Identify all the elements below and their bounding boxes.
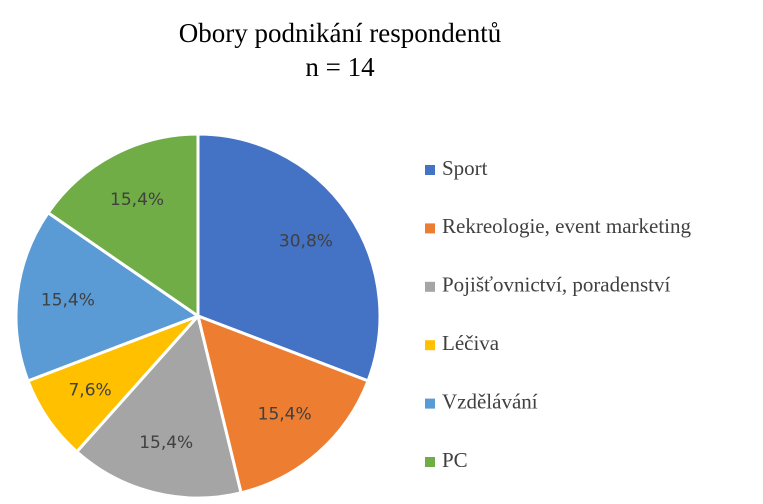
legend-swatch [425,165,435,175]
legend-label: Sport [442,156,488,180]
pie-slice [74,312,243,500]
data-label: 7,6% [68,380,111,400]
pie-slice [196,132,382,383]
pie-slice [195,313,370,495]
legend-swatch [425,281,435,292]
data-label: 15,4% [110,190,164,210]
legend-swatch [425,223,435,234]
pie-slice [46,132,200,319]
chart-subtitle: n = 14 [305,52,375,82]
pie-slice [14,210,202,383]
data-label: 30,8% [279,232,333,252]
legend-label: PC [442,448,468,472]
legend-label: Léčiva [442,331,500,355]
legend-label: Vzdělávání [442,389,538,413]
chart-title: Obory podnikání respondentů [179,18,502,48]
legend-swatch [425,340,435,351]
data-label: 15,4% [139,433,193,453]
legend-label: Rekreologie, event marketing [442,214,691,238]
legend-swatch [425,457,435,467]
legend-label: Pojišťovnictví, poradenství [442,273,670,297]
data-label: 15,4% [258,404,312,424]
data-label: 15,4% [41,290,95,310]
legend-swatch [425,398,435,409]
